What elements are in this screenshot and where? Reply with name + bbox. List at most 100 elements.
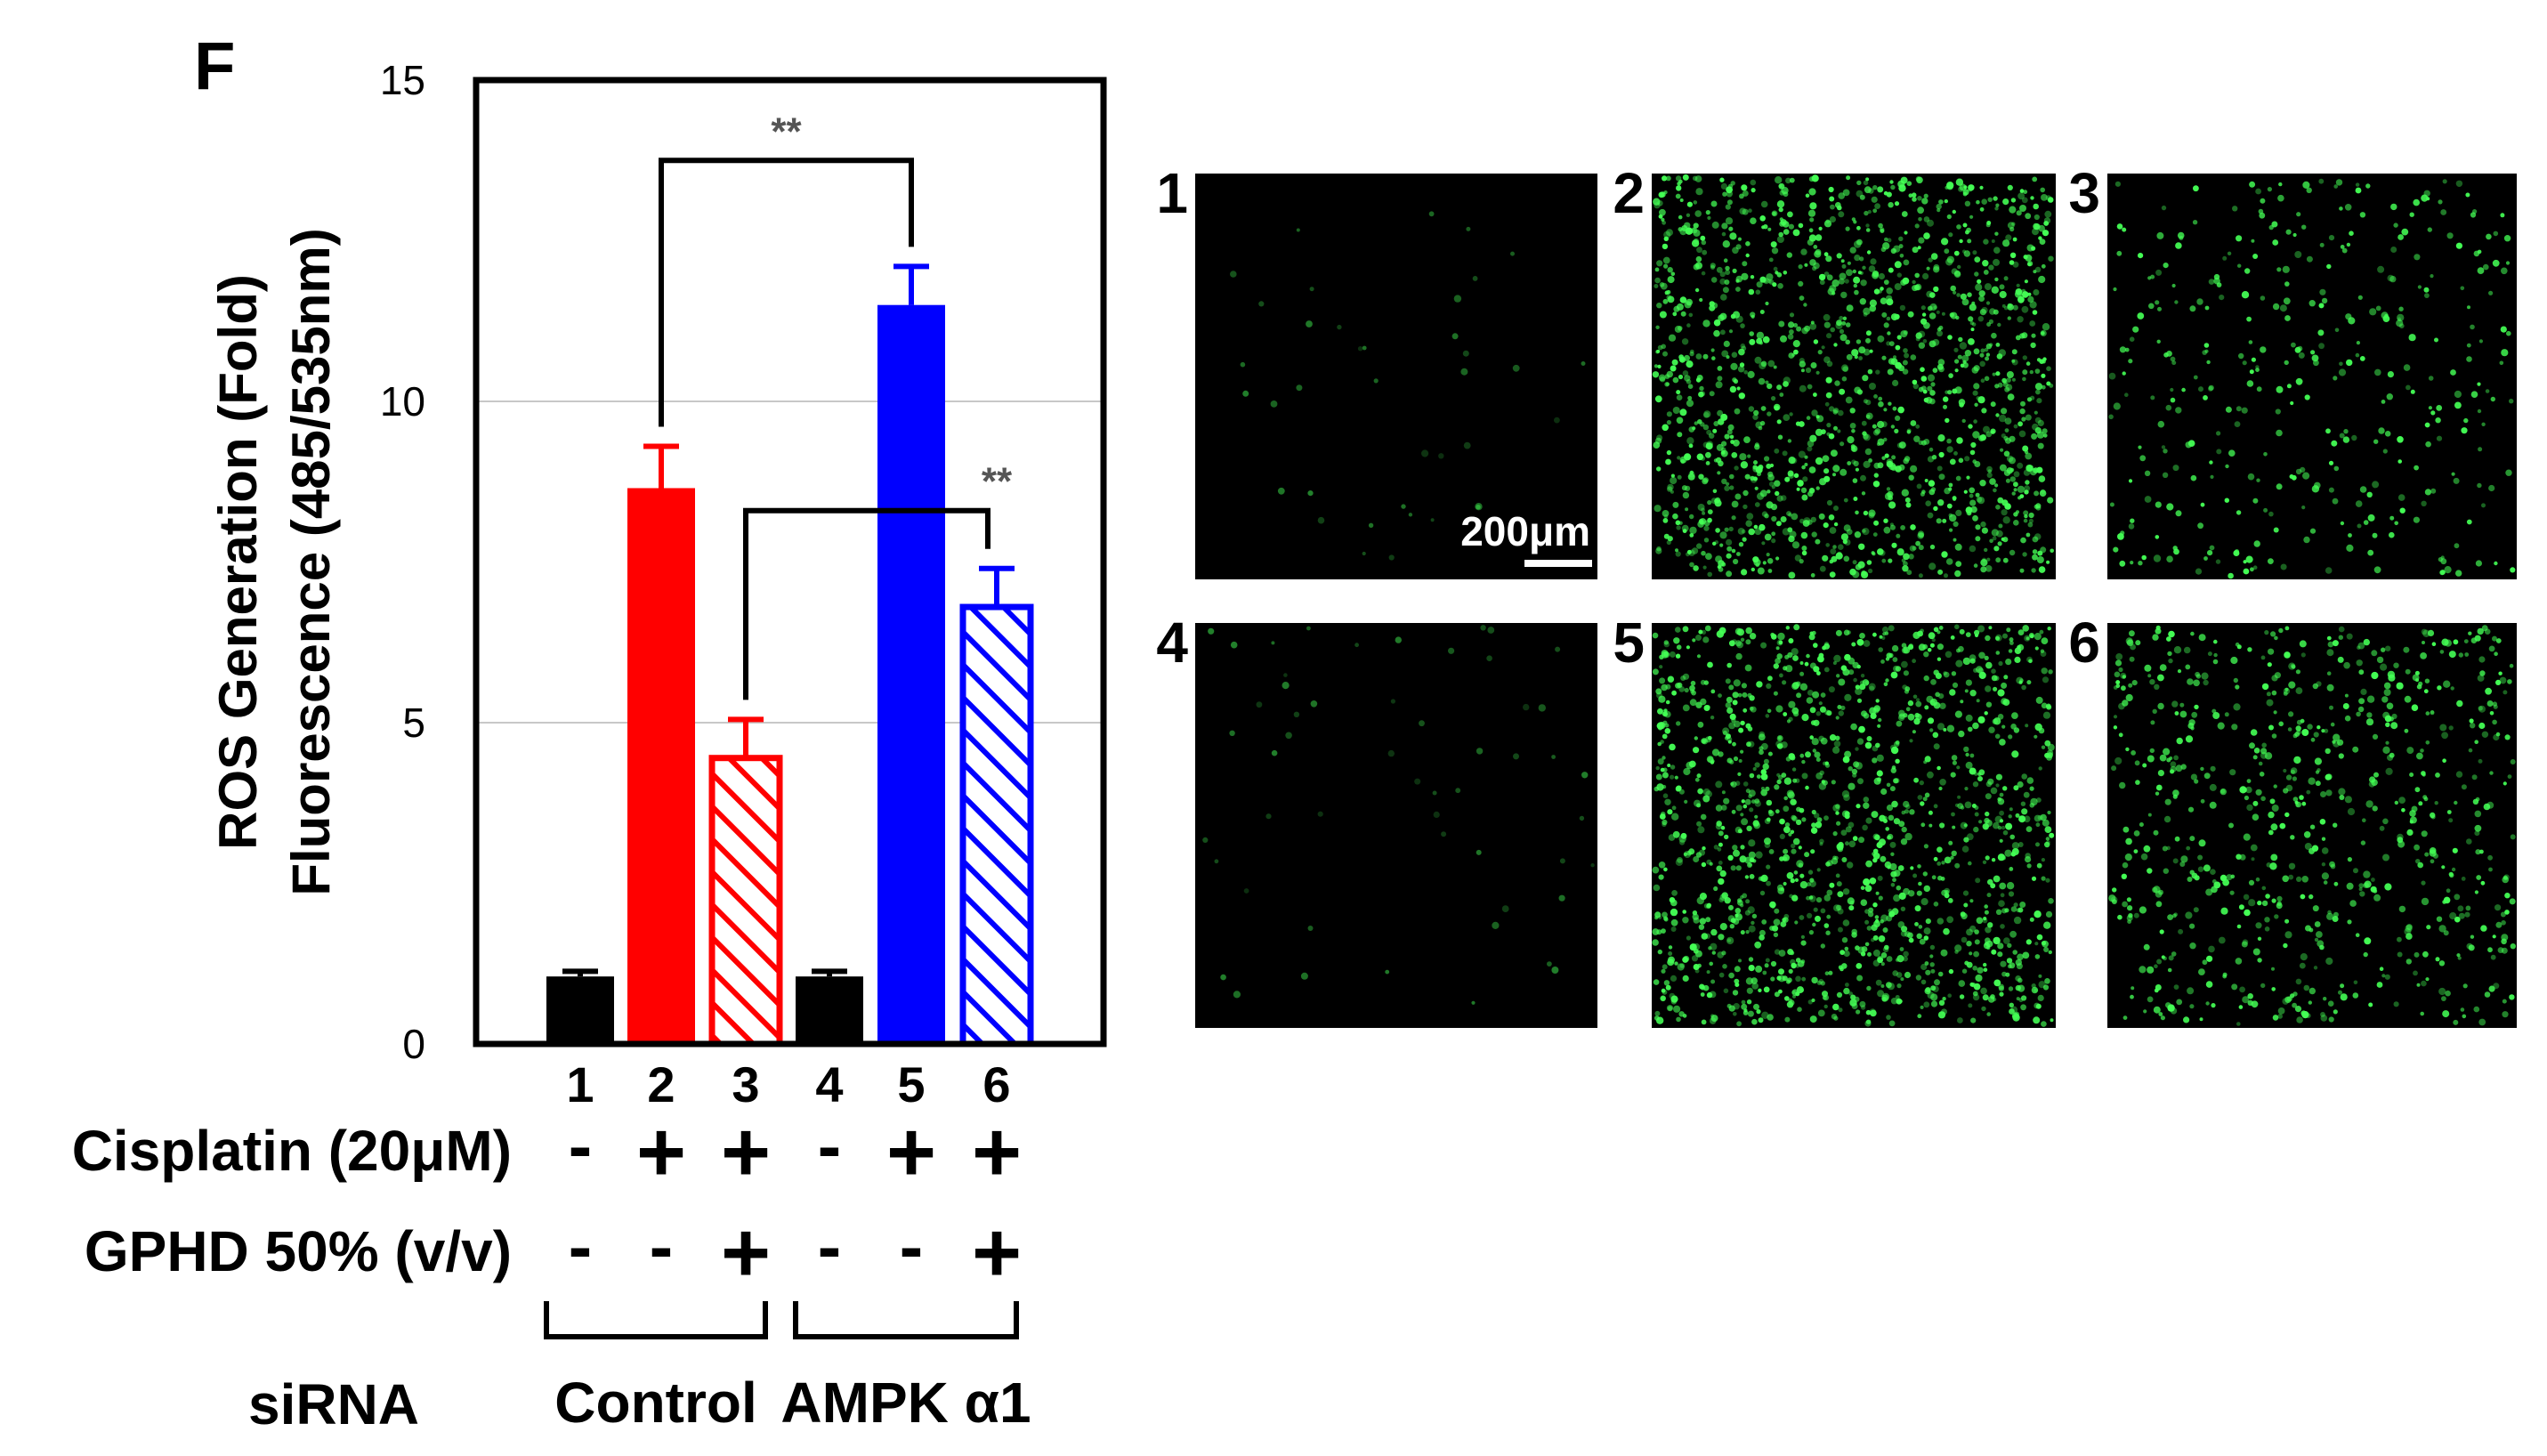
- fluorescent-cell: [1722, 191, 1727, 197]
- fluorescent-cell: [1992, 536, 1997, 541]
- fluorescent-cell: [1869, 685, 1875, 692]
- fluorescent-cell: [1740, 930, 1745, 935]
- fluorescent-cell: [1686, 935, 1691, 941]
- fluorescent-cell: [1208, 627, 1215, 635]
- fluorescent-cell: [1590, 863, 1595, 868]
- fluorescent-cell: [1851, 429, 1856, 433]
- fluorescent-cell: [1688, 443, 1694, 449]
- fluorescent-cell: [1766, 817, 1771, 822]
- fluorescent-cell: [2141, 554, 2147, 561]
- fluorescent-cell: [1807, 690, 1814, 696]
- fluorescent-cell: [1774, 991, 1780, 998]
- fluorescent-cell: [1795, 963, 1800, 968]
- fluorescent-cell: [1760, 789, 1767, 797]
- fluorescent-cell: [2041, 858, 2045, 862]
- fluorescent-cell: [1430, 518, 1435, 522]
- fluorescent-cell: [1718, 897, 1724, 902]
- fluorescent-cell: [2117, 914, 2122, 920]
- fluorescent-cell: [2360, 840, 2366, 845]
- fluorescent-cell: [2013, 488, 2017, 492]
- fluorescent-cell: [1860, 474, 1866, 481]
- fluorescent-cell: [1758, 465, 1764, 470]
- fluorescent-cell: [1960, 700, 1964, 704]
- fluorescent-cell: [1811, 822, 1816, 828]
- fluorescent-cell: [1669, 651, 1676, 658]
- fluorescent-cell: [1947, 335, 1953, 340]
- fluorescent-cell: [1949, 312, 1954, 318]
- fluorescent-cell: [2007, 393, 2015, 400]
- fluorescent-cell: [1740, 323, 1745, 328]
- fluorescent-cell: [1784, 996, 1790, 1001]
- fluorescent-cell: [2017, 645, 2021, 650]
- fluorescent-cell: [2024, 485, 2031, 492]
- fluorescent-cell: [2333, 740, 2341, 748]
- fluorescent-cell: [2222, 972, 2228, 977]
- fluorescent-cell: [1749, 706, 1754, 711]
- fluorescent-cell: [1752, 766, 1757, 772]
- fluorescent-cell: [2315, 781, 2321, 787]
- fluorescent-cell: [1792, 655, 1799, 661]
- fluorescent-cell: [1932, 732, 1939, 739]
- fluorescent-cell: [1969, 899, 1974, 903]
- fluorescent-cell: [2213, 652, 2218, 658]
- fluorescent-cell: [1707, 735, 1712, 740]
- fluorescent-cell: [1762, 561, 1767, 565]
- fluorescent-cell: [2488, 867, 2493, 872]
- fluorescent-cell: [1997, 541, 2002, 546]
- fluorescent-cell: [2108, 372, 2116, 380]
- fluorescent-cell: [1761, 742, 1768, 750]
- fluorescent-cell: [2460, 286, 2465, 291]
- fluorescent-cell: [1779, 818, 1785, 825]
- fluorescent-cell: [2043, 433, 2048, 438]
- fluorescent-cell: [1972, 390, 1978, 396]
- fluorescent-cell: [2277, 1014, 2284, 1019]
- fluorescent-cell: [2157, 702, 2164, 710]
- fluorescent-cell: [1868, 509, 1876, 517]
- fluorescent-cell: [1856, 975, 1864, 982]
- fluorescent-cell: [1726, 553, 1732, 559]
- fluorescent-cell: [1707, 571, 1712, 578]
- fluorescent-cell: [2185, 735, 2194, 743]
- fluorescent-cell: [1969, 690, 1977, 697]
- fluorescent-cell: [1737, 692, 1742, 698]
- fluorescent-cell: [2252, 497, 2259, 504]
- fluorescent-cell: [2271, 898, 2276, 903]
- fluorescent-cell: [2454, 401, 2462, 409]
- fluorescent-cell: [2171, 283, 2176, 288]
- fluorescent-cell: [2319, 242, 2325, 247]
- fluorescent-cell: [2446, 810, 2452, 814]
- fluorescent-cell: [1724, 485, 1730, 491]
- fluorescent-cell: [1796, 326, 1802, 332]
- fluorescent-cell: [2425, 740, 2430, 745]
- fluorescent-cell: [2414, 844, 2421, 851]
- fluorescent-cell: [1887, 238, 1892, 243]
- fluorescent-cell: [1296, 384, 1303, 392]
- fluorescent-cell: [1774, 949, 1781, 955]
- fluorescent-cell: [2150, 274, 2155, 279]
- fluorescent-cell: [1775, 658, 1781, 664]
- fluorescent-cell: [1748, 406, 1755, 412]
- fluorescent-cell: [2018, 430, 2026, 438]
- fluorescent-cell: [2493, 704, 2498, 709]
- fluorescent-cell: [1700, 391, 1706, 397]
- fluorescent-cell: [1844, 693, 1852, 702]
- fluorescent-cell: [1845, 841, 1849, 846]
- fluorescent-cell: [2165, 1002, 2171, 1008]
- fluorescent-cell: [1907, 713, 1915, 721]
- fluorescent-cell: [2194, 779, 2199, 784]
- fluorescent-cell: [1915, 540, 1921, 546]
- fluorescent-cell: [2172, 858, 2179, 864]
- fluorescent-cell: [1672, 311, 1678, 317]
- fluorescent-cell: [2038, 475, 2046, 482]
- fluorescent-cell: [1741, 569, 1748, 576]
- fluorescent-cell: [2430, 410, 2436, 416]
- fluorescent-cell: [1698, 391, 1704, 398]
- fluorescent-cell: [1967, 239, 1972, 244]
- fluorescent-cell: [2171, 951, 2177, 957]
- fluorescent-cell: [1702, 412, 1710, 418]
- fluorescent-cell: [1903, 800, 1910, 808]
- fluorescent-cell: [1880, 984, 1885, 988]
- fluorescent-cell: [2028, 518, 2034, 524]
- fluorescent-cell: [2290, 663, 2295, 669]
- fluorescent-cell: [2002, 198, 2009, 206]
